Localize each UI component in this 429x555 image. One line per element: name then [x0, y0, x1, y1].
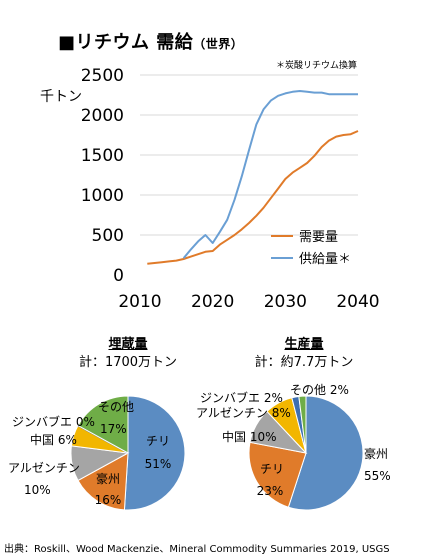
series-line-demand [147, 130, 359, 265]
reserves-label-name-0: チリ [146, 434, 170, 448]
production-label-4: ジンバブエ 2% [200, 390, 283, 405]
y-tick-label-1000: 1000 [81, 186, 124, 206]
reserves-label-name-5: その他 [98, 400, 134, 414]
reserves-label-pct-2: 10% [24, 483, 51, 497]
reserves-label-pct-0: 51% [145, 457, 172, 471]
production-slice-1 [248, 441, 307, 508]
production-label-5: その他 2% [290, 383, 349, 397]
legend-label-demand: 需要量 [299, 230, 338, 245]
reserves-slice-1 [77, 452, 129, 511]
pie-total-reserves: 計：1700万トン [78, 355, 178, 370]
x-tick-label-2030: 2030 [264, 292, 307, 312]
chart-title: ■リチウム 需給（世界） [58, 28, 243, 54]
x-tick-label-2040: 2040 [336, 292, 379, 312]
source-note: 出典：Roskill、Wood Mackenzie、Mineral Commod… [4, 544, 390, 555]
production-label-name-1: チリ [260, 462, 284, 476]
pie-title-reserves: 埋蔵量 [108, 337, 148, 352]
production-label-name-0: 豪州 [364, 446, 388, 461]
series-line-supply [182, 90, 358, 259]
reserves-slice-0 [123, 395, 186, 511]
reserves-label-name-1: 豪州 [96, 471, 120, 486]
y-tick-label-1500: 1500 [81, 146, 124, 166]
pie-title-production: 生産量 [284, 337, 324, 352]
x-tick-label-2020: 2020 [191, 292, 234, 312]
pie-total-production: 計：約7.7万トン [254, 355, 354, 370]
y-axis-unit: 千トン [40, 89, 82, 105]
y-tick-label-500: 500 [92, 226, 124, 246]
legend-label-supply: 供給量＊ [299, 252, 351, 267]
production-label-3: アルゼンチン 8% [196, 406, 291, 420]
reserves-slice-5 [77, 395, 129, 454]
reserves-label-3: 中国 6% [30, 432, 77, 447]
reserves-label-pct-1: 16% [95, 493, 122, 507]
conversion-note: ＊炭酸リチウム換算 [276, 61, 358, 71]
y-tick-label-0: 0 [113, 266, 124, 286]
production-slice-5 [298, 395, 307, 454]
y-tick-label-2000: 2000 [81, 106, 124, 126]
title-sub: （世界） [193, 37, 244, 51]
production-label-pct-1: 23% [257, 484, 284, 498]
production-label-pct-0: 55% [364, 469, 391, 483]
y-tick-label-2500: 2500 [81, 66, 124, 86]
production-slice-0 [287, 395, 364, 511]
title-main: ■リチウム 需給 [58, 32, 194, 53]
reserves-label-4: ジンバブエ 0% [12, 414, 95, 429]
reserves-label-name-2: アルゼンチン [8, 461, 80, 475]
x-tick-label-2010: 2010 [118, 292, 161, 312]
production-label-2: 中国 10% [222, 429, 277, 444]
reserves-label-pct-5: 17% [100, 422, 127, 436]
